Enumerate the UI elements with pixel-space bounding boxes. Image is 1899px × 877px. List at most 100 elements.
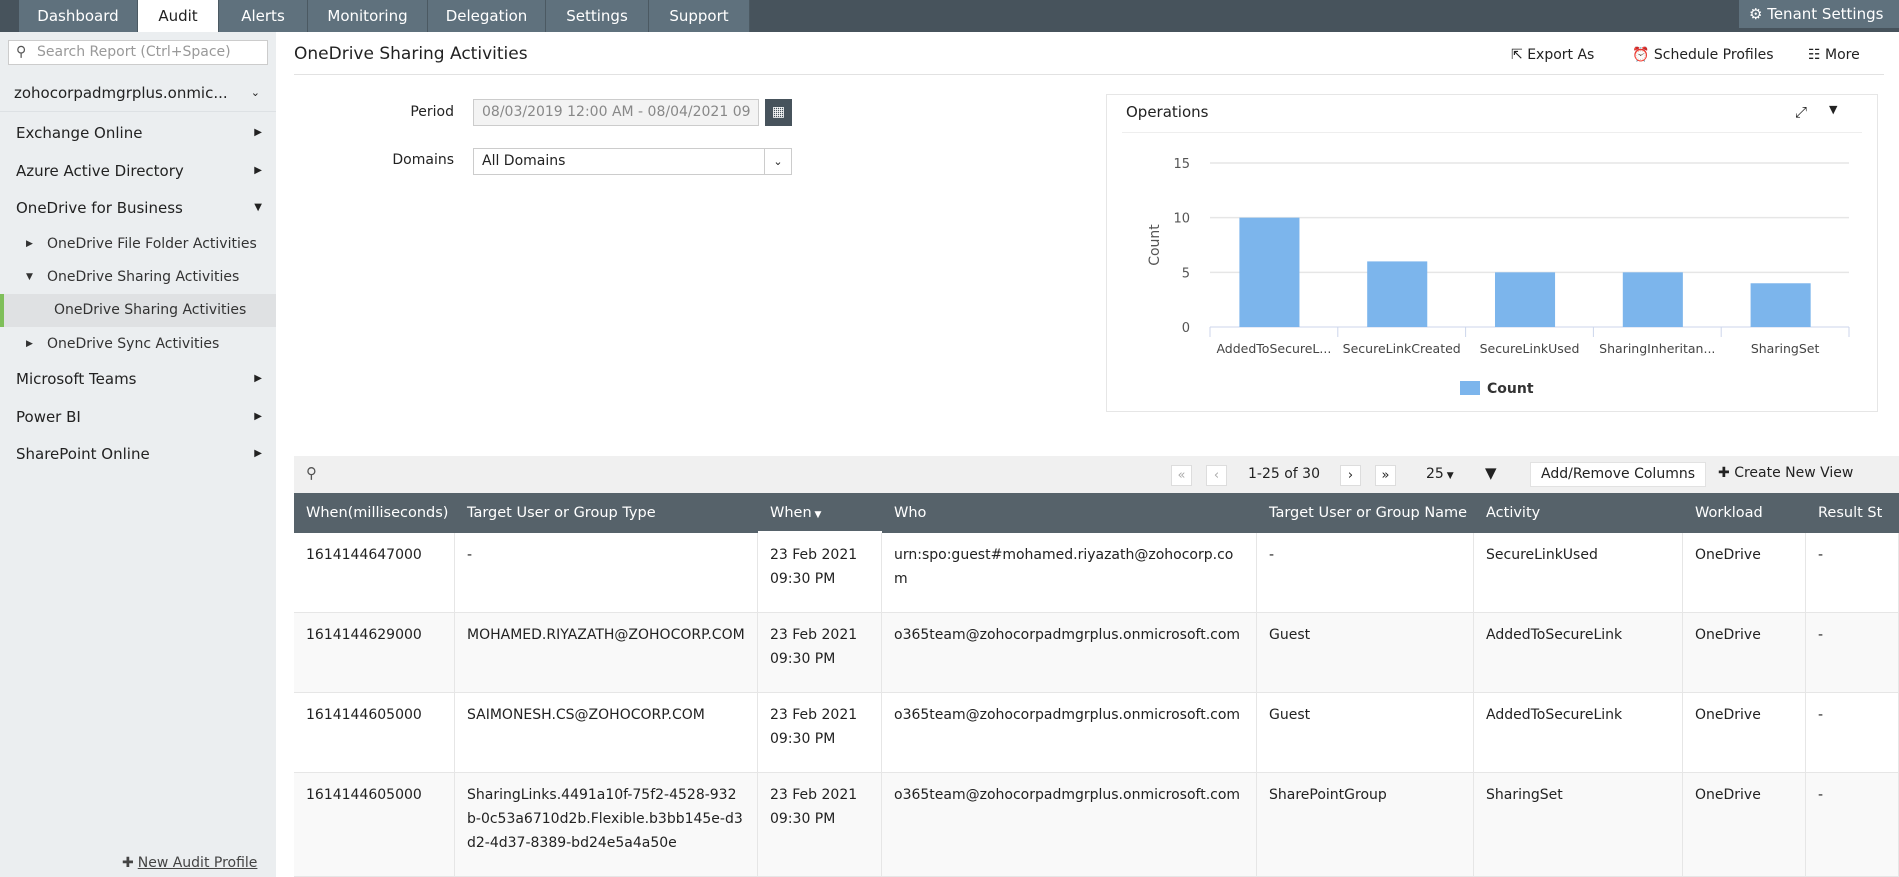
x-tick-label: SecureLinkUsed: [1480, 341, 1580, 356]
column-header-label: Target User or Group Name: [1269, 505, 1468, 521]
chart-title: Operations: [1126, 103, 1209, 121]
sidebar-item-sharepoint-online[interactable]: SharePoint Online ▶: [0, 439, 276, 469]
domains-select[interactable]: All Domains ⌄: [473, 148, 792, 175]
sidebar-item-onedrive[interactable]: OneDrive for Business ▼: [0, 193, 276, 223]
sidebar-item-power-bi[interactable]: Power BI ▶: [0, 402, 276, 432]
table-cell: 1614144605000: [294, 773, 455, 876]
page-title: OneDrive Sharing Activities: [294, 44, 528, 64]
expand-icon[interactable]: ⤢: [1795, 103, 1808, 121]
column-header[interactable]: Target User or Group Name: [1257, 493, 1474, 533]
divider: [1122, 132, 1862, 133]
table-cell: -: [1806, 533, 1899, 612]
legend-label: Count: [1487, 381, 1534, 397]
table-search-icon[interactable]: ⚲: [306, 464, 317, 482]
period-input[interactable]: 08/03/2019 12:00 AM - 08/04/2021 09: [473, 99, 759, 126]
gear-icon: ⚙: [1749, 5, 1768, 23]
table-cell: AddedToSecureLink: [1474, 613, 1683, 692]
domain-selector[interactable]: zohocorpadmgrplus.onmic... ⌄: [14, 84, 260, 102]
search-report-input[interactable]: ⚲ Search Report (Ctrl+Space): [8, 40, 268, 65]
column-header[interactable]: Target User or Group Type: [455, 493, 758, 533]
table-cell: SAIMONESH.CS@ZOHOCORP.COM: [455, 693, 758, 772]
table-cell: -: [455, 533, 758, 612]
table-cell: 23 Feb 2021 09:30 PM: [758, 613, 882, 692]
y-tick-label: 15: [1173, 157, 1190, 172]
page-size-select[interactable]: 25 ▼: [1426, 466, 1454, 482]
caret-down-icon: ▼: [254, 202, 262, 213]
column-header[interactable]: When(milliseconds): [294, 493, 455, 533]
column-header[interactable]: When ▼: [758, 493, 882, 533]
next-page-button[interactable]: ›: [1340, 465, 1361, 486]
table-cell: AddedToSecureLink: [1474, 693, 1683, 772]
filter-icon[interactable]: ▼: [1485, 464, 1497, 482]
export-as-button[interactable]: ⇱ Export As: [1511, 47, 1595, 63]
table-header: When(milliseconds) Target User or Group T…: [294, 493, 1899, 533]
column-header[interactable]: Activity: [1474, 493, 1683, 533]
tab-alerts[interactable]: Alerts: [219, 0, 308, 32]
page-range: 1-25 of 30: [1248, 466, 1320, 482]
sidebar-item-onedrive-file-folder[interactable]: ▶ OneDrive File Folder Activities: [0, 229, 276, 259]
caret-right-icon: ▶: [254, 127, 262, 138]
chevron-down-icon: ⌄: [764, 149, 791, 174]
tenant-settings-button[interactable]: ⚙ Tenant Settings: [1739, 0, 1899, 28]
column-header[interactable]: Result St: [1806, 493, 1899, 533]
tab-settings[interactable]: Settings: [546, 0, 649, 32]
table-cell: -: [1806, 693, 1899, 772]
bar: [1239, 217, 1300, 327]
divider: [0, 111, 276, 112]
table-cell: SharingLinks.4491a10f-75f2-4528-932b-0c5…: [455, 773, 758, 876]
x-tick-label: SharingInheritan...: [1599, 341, 1715, 356]
x-tick-label: SecureLinkCreated: [1343, 341, 1461, 356]
table-cell: 1614144629000: [294, 613, 455, 692]
sidebar-item-azure-ad[interactable]: Azure Active Directory ▶: [0, 156, 276, 186]
last-page-button[interactable]: »: [1375, 465, 1396, 486]
sidebar-item-onedrive-sharing-activities[interactable]: OneDrive Sharing Activities: [0, 294, 276, 327]
table-cell: o365team@zohocorpadmgrplus.onmicrosoft.c…: [882, 693, 1257, 772]
create-new-view-button[interactable]: ✚ Create New View: [1718, 465, 1854, 481]
column-header[interactable]: Who: [882, 493, 1257, 533]
table-row[interactable]: 1614144605000 SAIMONESH.CS@ZOHOCORP.COM 23…: [294, 693, 1899, 773]
more-button[interactable]: ☷ More: [1808, 47, 1860, 63]
tab-support[interactable]: Support: [649, 0, 750, 32]
table-cell: 1614144605000: [294, 693, 455, 772]
table-cell: OneDrive: [1683, 613, 1806, 692]
sidebar-item-onedrive-sharing-group[interactable]: ▼ OneDrive Sharing Activities: [0, 262, 276, 292]
table-cell: SecureLinkUsed: [1474, 533, 1683, 612]
sidebar: ⚲ Search Report (Ctrl+Space) zohocorpadmg…: [0, 32, 276, 877]
table-cell: urn:spo:guest#mohamed.riyazath@zohocorp.…: [882, 533, 1257, 612]
tab-dashboard[interactable]: Dashboard: [19, 0, 138, 32]
sidebar-item-onedrive-sync[interactable]: ▶ OneDrive Sync Activities: [0, 329, 276, 359]
tab-audit[interactable]: Audit: [138, 0, 219, 32]
schedule-profiles-button[interactable]: ⏰ Schedule Profiles: [1632, 47, 1774, 63]
sidebar-item-exchange-online[interactable]: Exchange Online ▶: [0, 118, 276, 148]
caret-right-icon: ▶: [254, 165, 262, 176]
table-row[interactable]: 1614144647000-23 Feb 2021 09:30 PM urn:sp…: [294, 533, 1899, 613]
sidebar-item-microsoft-teams[interactable]: Microsoft Teams ▶: [0, 364, 276, 394]
table-row[interactable]: 1614144629000 MOHAMED.RIYAZATH@ZOHOCORP.C…: [294, 613, 1899, 693]
divider: [294, 74, 1884, 75]
table-cell: OneDrive: [1683, 693, 1806, 772]
chart-menu-dropdown[interactable]: ▼: [1829, 103, 1838, 116]
export-icon: ⇱: [1511, 47, 1528, 63]
tab-monitoring[interactable]: Monitoring: [308, 0, 428, 32]
column-header[interactable]: Workload: [1683, 493, 1806, 533]
table-cell: OneDrive: [1683, 533, 1806, 612]
table-cell: 23 Feb 2021 09:30 PM: [758, 773, 882, 876]
caret-down-icon: ▼: [26, 272, 33, 282]
calendar-icon[interactable]: ▦: [765, 99, 792, 126]
table-row[interactable]: 1614144605000 SharingLinks.4491a10f-75f2-…: [294, 773, 1899, 877]
period-label: Period: [410, 104, 454, 120]
caret-right-icon: ▶: [26, 339, 33, 349]
table-cell: -: [1806, 773, 1899, 876]
column-header-label: Workload: [1695, 505, 1763, 521]
new-audit-profile-link[interactable]: ✚ New Audit Profile: [122, 855, 258, 871]
table-cell: 23 Feb 2021 09:30 PM: [758, 693, 882, 772]
chevron-down-icon: ⌄: [250, 86, 260, 99]
operations-chart-panel: Operations ⤢ ▼ 0 5 10 15 AddedToSecureL... Se…: [1106, 94, 1878, 412]
top-nav: Dashboard Audit Alerts Monitoring Delega…: [0, 0, 1899, 32]
tab-delegation[interactable]: Delegation: [428, 0, 546, 32]
prev-page-button[interactable]: ‹: [1206, 465, 1227, 486]
add-remove-columns-button[interactable]: Add/Remove Columns: [1530, 462, 1706, 487]
first-page-button[interactable]: «: [1171, 465, 1192, 486]
alarm-clock-icon: ⏰: [1632, 47, 1654, 63]
bar: [1367, 261, 1428, 327]
